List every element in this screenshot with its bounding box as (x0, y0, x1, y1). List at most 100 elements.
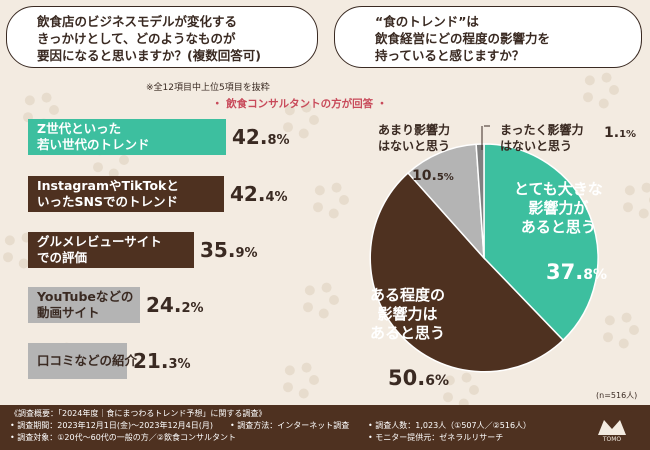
pie-slice-label: ある程度の 影響力は あると思う (370, 286, 445, 343)
background-dot (461, 372, 472, 383)
extract-note: ※全12項目中上位5項目を抜粋 (146, 83, 270, 93)
pie-slice-label-line: はないと思う (500, 139, 573, 153)
bar: 口コミなどの紹介 21.3% (28, 343, 191, 379)
background-dot (93, 162, 104, 173)
pie-slice-label: あまり影響力 はないと思う (378, 122, 450, 154)
background-dot (119, 155, 129, 165)
background-dot (4, 235, 15, 246)
bar-value-label: 24.2% (146, 293, 204, 317)
bar-label-line: 若い世代のトレンド (37, 137, 150, 152)
question-left-line: 要因になると思いますか？(複数回答可) (37, 48, 261, 63)
bar-label-line: での評価 (37, 250, 88, 265)
background-dot (443, 392, 454, 403)
background-dot (318, 308, 329, 319)
bar: グルメレビューサイト での評価 35.9% (28, 232, 258, 268)
pie-value-label: 1.1% (604, 125, 637, 141)
bar-label: YouTubeなどの 動画サイト (37, 289, 133, 321)
pie-slice-label-line: まったく影響力 (500, 123, 584, 137)
bar: Z世代といった 若い世代のトレンド 42.8% (28, 119, 290, 155)
question-left: 飲食店のビジネスモデルが変化する きっかけとして、どのようなものが 要因になると… (6, 6, 318, 68)
pie-slice-label-line: あると思う (520, 218, 596, 236)
background-dot (331, 182, 342, 193)
pie-slice (483, 143, 599, 342)
bar-value-label: 42.4% (230, 182, 288, 206)
background-dot (444, 375, 455, 386)
pie-value-label: 50.6% (388, 366, 449, 390)
pie-slice-label: まったく影響力 はないと思う (500, 122, 584, 154)
background-dot (298, 128, 309, 139)
question-right-line: “食のトレンド”は (375, 14, 479, 29)
background-dot (598, 98, 609, 109)
background-dot (309, 115, 319, 125)
background-dot (298, 388, 309, 399)
background-dot (309, 375, 319, 385)
background-dot (469, 385, 479, 395)
pie-slice-label-line: とても大きな (514, 180, 603, 198)
pie-value-label: 10.5% (412, 168, 454, 184)
footer-provider: • モニター提供元：ゼネラルリサーチ (368, 433, 504, 442)
background-dot (283, 122, 294, 133)
pie-slice (407, 143, 485, 261)
pie-slice-label-line: ある程度の (370, 286, 446, 304)
question-right-line: 持っていると感じますか？ (375, 48, 525, 63)
pie-slice-label-line: 影響力が (528, 199, 589, 217)
bar-value-label: 42.8% (232, 125, 290, 149)
background-dot (314, 185, 325, 196)
background-dot (18, 258, 29, 269)
bar-label-line: Z世代といった (37, 121, 122, 136)
footer-method: • 調査方法：インターネット調査 (230, 421, 350, 430)
bar-value-label: 35.9% (200, 238, 258, 262)
bar-label-line: YouTubeなどの (37, 289, 134, 304)
background-dot (638, 208, 649, 219)
pie-slice-label-line: あまり影響力 (378, 123, 451, 137)
brand-logo-icon: TOMO (592, 411, 632, 443)
footer-subjects: • 調査対象：①20代～60代の一般の方／②飲食コンサルタント (10, 433, 236, 442)
pie-slice-label: とても大きな 影響力が あると思う (514, 180, 603, 237)
background-dot (41, 92, 52, 103)
background-dot (641, 182, 650, 193)
bar: YouTubeなどの 動画サイト 24.2% (28, 287, 204, 323)
bar-label-line: いったSNSでのトレンド (37, 194, 178, 209)
question-right-line: 飲食経営にどの程度の影響力を (375, 31, 551, 46)
bar-value-label: 21.3% (133, 349, 191, 373)
bar-label-line: 口コミなどの紹介 (37, 353, 138, 368)
background-dot (603, 332, 614, 343)
question-left-line: きっかけとして、どのようなものが (37, 31, 236, 46)
pie-slice-label-line: あると思う (370, 324, 446, 342)
background-dot (458, 398, 469, 405)
pie-value-label: 37.8% (546, 260, 607, 284)
bar: InstagramやTikTokと いったSNSでのトレンド 42.4% (28, 176, 288, 212)
background-dot (329, 295, 339, 305)
background-dot (284, 105, 295, 116)
bar-label-line: InstagramやTikTokと (37, 178, 179, 193)
respondent-subtitle: ・ 飲食コンサルタントの方が回答 ・ (212, 98, 388, 110)
background-dot (601, 72, 612, 83)
bar-label-line: グルメレビューサイト (37, 234, 162, 249)
pie-chart (369, 125, 599, 373)
background-dot (283, 382, 294, 393)
background-dot (584, 75, 595, 86)
sample-size-note: (n=516人) (596, 391, 638, 400)
bar-label-line: 動画サイト (37, 305, 100, 320)
background-dot (3, 252, 14, 263)
pie-slice-label-line: 影響力は (377, 305, 438, 323)
background-dot (618, 338, 629, 349)
background-dot (108, 168, 119, 179)
pie-slice (369, 171, 565, 373)
background-dot (301, 362, 312, 373)
background-dot (301, 102, 312, 113)
footer-title: 《調査概要：「2024年度｜食にまつわるトレンド予想」に関する調査》 (10, 409, 267, 418)
background-dot (313, 202, 324, 213)
background-dot (328, 208, 339, 219)
footer-period: • 調査期間：2023年12月1日(金)～2023年12月4日(月) (10, 421, 214, 430)
background-dot (303, 302, 314, 313)
bar-label: InstagramやTikTokと いったSNSでのトレンド (37, 178, 179, 210)
background-dot (629, 325, 639, 335)
bar-label: 口コミなどの紹介 (37, 353, 137, 369)
bar-label: グルメレビューサイト での評価 (37, 234, 162, 266)
background-dot (49, 105, 59, 115)
background-dot (623, 202, 634, 213)
background-dot (604, 315, 615, 326)
logo-text: TOMO (602, 436, 622, 443)
background-dot (321, 282, 332, 293)
